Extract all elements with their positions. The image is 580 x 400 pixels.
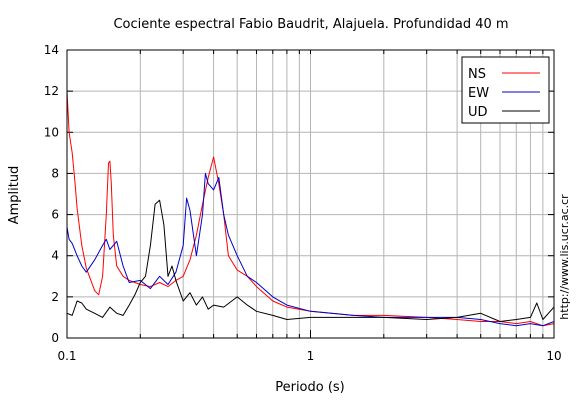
x-axis-label: Periodo (s) [275, 380, 345, 395]
series-line-ew [66, 172, 555, 327]
series-line-ns [66, 91, 555, 327]
x-tick-label: 10 [546, 349, 561, 363]
y-tick-label: 14 [44, 43, 59, 57]
legend-box [461, 56, 550, 124]
plot-frame [66, 49, 555, 339]
legend-label-ud: UD [468, 105, 488, 120]
legend-label-ns: NS [468, 67, 486, 82]
y-tick-label: 2 [51, 290, 59, 304]
side-url-label: http://www.lis.ucr.ac.cr [558, 194, 571, 320]
legend: NS EW UD [461, 56, 550, 124]
y-tick-label: 10 [44, 125, 59, 139]
y-tick-label: 8 [51, 166, 59, 180]
y-axis-label: Amplitud [7, 166, 22, 225]
grid [66, 49, 554, 339]
y-tick-label: 12 [44, 84, 59, 98]
y-tick-label: 6 [51, 208, 59, 222]
axis-ticks: 0.1 1 10 0 2 4 6 8 10 12 14 [44, 43, 562, 363]
series-lines [66, 91, 555, 327]
x-tick-label: 0.1 [57, 349, 76, 363]
series-line-ud [66, 199, 555, 322]
y-tick-label: 0 [51, 331, 59, 345]
x-tick-label: 1 [307, 349, 315, 363]
y-tick-label: 4 [51, 249, 59, 263]
legend-label-ew: EW [468, 86, 489, 101]
chart-title: Cociente espectral Fabio Baudrit, Alajue… [113, 17, 508, 32]
